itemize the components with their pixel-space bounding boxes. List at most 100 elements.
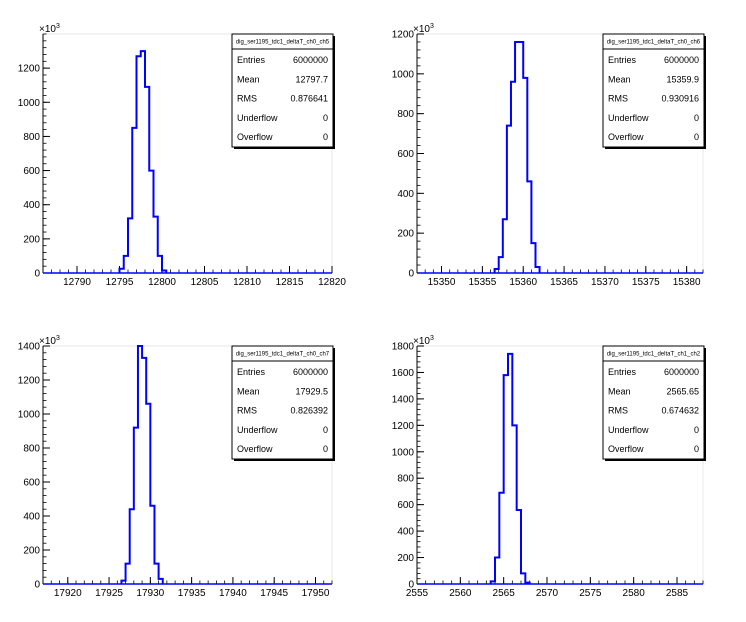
x-tick-label: 2555 [406,588,429,599]
stats-value-underflow: 0 [323,425,328,435]
y-tick-label: 800 [23,132,40,143]
stats-key-overflow: Overflow [237,132,273,142]
x-tick-label: 17945 [260,588,288,599]
stats-box: dig_ser1195_tdc1_deltaT_ch0_ch5 Entries 60… [231,33,335,149]
x-tick-label: 12790 [63,277,91,288]
x-tick-label: 15380 [673,277,701,288]
histogram-bin [507,126,511,273]
y-axis-exponent-label: ×103 [413,23,434,35]
stats-title: dig_ser1195_tdc1_deltaT_ch0_ch5 [236,40,330,46]
stats-key-mean: Mean [237,386,260,396]
y-tick-label: 800 [23,444,40,455]
x-tick-label: 12810 [233,277,261,288]
x-tick-label: 15370 [591,277,619,288]
stats-key-entries: Entries [237,367,266,377]
histogram-bin [146,404,150,584]
histogram-bin [138,346,142,584]
stats-box: dig_ser1195_tdc1_deltaT_ch0_ch7 Entries 60… [231,345,335,461]
stats-key-overflow: Overflow [237,444,273,454]
histogram-bin [145,87,149,273]
histogram-bin [523,78,527,273]
histogram-bin [149,171,153,273]
x-tick-label: 2570 [536,588,559,599]
histogram-bin [521,573,525,584]
histogram-panel-3: 0 200 400 600 800 1000 1200 1400 17920 17925 17930… [18,335,335,599]
stats-value-rms: 0.930916 [661,94,699,104]
y-tick-label: 1200 [392,30,415,41]
x-tick-label: 15365 [550,277,578,288]
y-tick-label: 0 [34,269,40,280]
x-tick-label: 17940 [219,588,247,599]
stats-value-mean: 12797.7 [295,74,328,84]
y-tick-label: 1000 [18,98,41,109]
stats-value-underflow: 0 [694,113,699,123]
stats-value-entries: 6000000 [664,367,699,377]
histogram-bin [531,243,535,273]
stats-key-mean: Mean [237,74,260,84]
stats-box: dig_ser1195_tdc1_deltaT_ch1_ch2 Entries 60… [602,345,706,461]
y-tick-label: 200 [23,234,40,245]
histogram-bin [515,42,519,273]
histogram-bin [499,257,503,273]
y-tick-label: 400 [397,527,414,538]
stats-key-rms: RMS [237,94,257,104]
stats-box-frame [602,345,705,460]
x-tick-label: 12795 [106,277,134,288]
y-tick-label: 600 [397,500,414,511]
y-tick-label: 1000 [392,447,415,458]
histogram-outline [120,345,164,584]
y-tick-label: 600 [23,166,40,177]
stats-title: dig_ser1195_tdc1_deltaT_ch0_ch6 [607,40,701,46]
stats-key-overflow: Overflow [608,132,644,142]
y-tick-label: 1000 [18,410,41,421]
stats-value-mean: 15359.9 [666,74,699,84]
y-tick-label: 0 [34,580,40,591]
y-tick-label: 1400 [18,342,41,353]
stats-value-entries: 6000000 [293,55,328,65]
y-tick-label: 1200 [392,421,415,432]
y-tick-label: 0 [408,269,414,280]
y-tick-label: 1200 [18,376,41,387]
y-tick-label: 1400 [392,394,415,405]
x-tick-label: 15375 [632,277,660,288]
histogram-bin [527,181,531,273]
stats-value-underflow: 0 [323,113,328,123]
histogram-outline [489,352,531,584]
histogram-bin [150,506,154,584]
x-tick-label: 17925 [95,588,123,599]
histogram-panel-4: 0 200 400 600 800 1000 1200 1400 1600 1800 2555 256… [392,335,706,599]
stats-key-underflow: Underflow [608,425,649,435]
stats-title: dig_ser1195_tdc1_deltaT_ch0_ch7 [236,352,330,358]
histogram-bin [154,564,158,584]
stats-value-rms: 0.826392 [290,406,328,416]
y-tick-label: 1800 [392,342,415,353]
y-tick-label: 1200 [18,64,41,75]
stats-value-overflow: 0 [694,132,699,142]
x-tick-label: 12815 [276,277,304,288]
x-tick-label: 15355 [468,277,496,288]
stats-key-entries: Entries [237,55,266,65]
x-tick-label: 17935 [178,588,206,599]
y-tick-label: 400 [23,512,40,523]
histogram-bin [503,219,507,273]
stats-box-frame [602,33,705,148]
x-tick-label: 2565 [493,588,516,599]
stats-key-mean: Mean [608,74,631,84]
y-tick-label: 1000 [392,69,415,80]
x-tick-label: 12805 [191,277,219,288]
histogram-bin [124,256,128,273]
stats-key-rms: RMS [608,406,628,416]
y-tick-label: 1600 [392,368,415,379]
histogram-outline [493,40,541,273]
histogram-bin [511,82,515,273]
histogram-bin [159,579,163,584]
stats-value-entries: 6000000 [664,55,699,65]
x-tick-label: 2560 [449,588,472,599]
histogram-panel-2: 0 200 400 600 800 1000 1200 15350 15355 15360 1536… [392,23,706,288]
y-tick-label: 600 [23,478,40,489]
histogram-bin [137,56,141,273]
y-axis-exponent-label: ×103 [39,335,60,347]
histogram-bin [142,358,146,584]
x-tick-label: 12820 [318,277,346,288]
